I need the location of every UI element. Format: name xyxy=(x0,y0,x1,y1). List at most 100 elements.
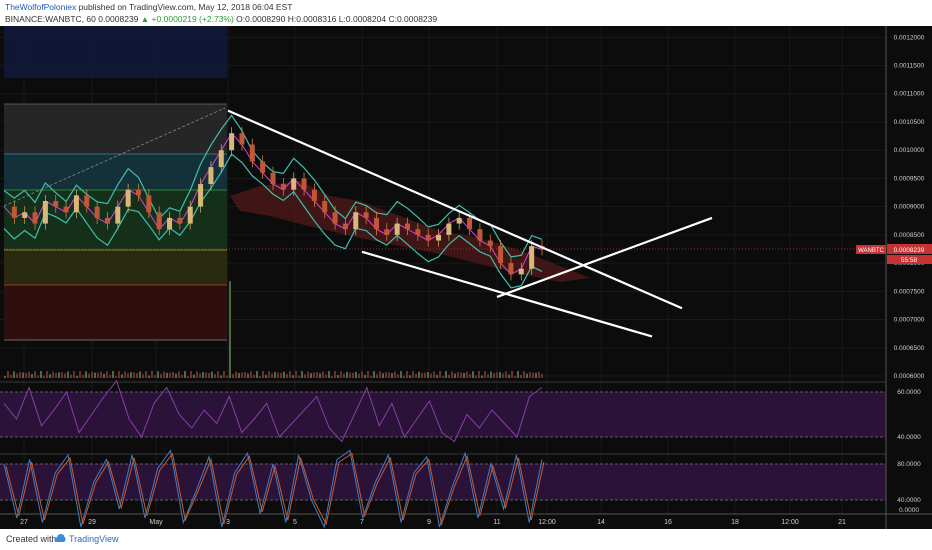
countdown-bg xyxy=(887,255,932,264)
volume-bar xyxy=(70,374,72,378)
volume-bar xyxy=(298,375,300,378)
volume-bar xyxy=(511,371,513,378)
price-axis: 0.0012000 0.0011500 0.0011000 0.0010500 0.00… xyxy=(894,34,925,514)
volume-bar xyxy=(292,375,294,378)
publish-info: published on TradingView.com, May 12, 20… xyxy=(78,2,293,12)
volume-bar xyxy=(19,372,21,378)
time-tick-label: 7 xyxy=(360,519,364,526)
candle xyxy=(239,133,245,145)
volume-bar xyxy=(109,375,111,378)
chart-canvas[interactable]: 0.0012000 0.0011500 0.0011000 0.0010500 0.00… xyxy=(0,26,932,529)
price-tick-label: 0.0009500 xyxy=(894,175,925,182)
rsi-series xyxy=(3,379,543,443)
chart-area[interactable]: 0.0012000 0.0011500 0.0011000 0.0010500 0.00… xyxy=(0,26,932,529)
footer: Created with TradingView xyxy=(0,529,932,550)
time-tick-label: 18 xyxy=(731,519,739,526)
candle xyxy=(136,189,141,196)
volume-bar xyxy=(37,375,39,378)
volume-bar xyxy=(442,375,444,378)
candle xyxy=(436,234,442,241)
candle xyxy=(11,206,17,218)
tradingview-cloud-icon xyxy=(54,534,66,542)
volume-bar xyxy=(331,375,333,378)
volume-bar xyxy=(424,372,426,378)
countdown: 55:58 xyxy=(901,257,918,264)
price-axis-bg xyxy=(887,26,932,529)
volume-bar xyxy=(184,371,186,378)
stoch-series xyxy=(3,449,545,529)
volume-bar xyxy=(379,371,381,378)
volume-bar xyxy=(355,371,357,378)
price-tick-label: 0.0011500 xyxy=(894,63,925,70)
candle xyxy=(467,217,473,230)
volume-bar xyxy=(532,372,534,378)
candle xyxy=(332,212,338,224)
volume-bar xyxy=(310,373,312,378)
volume-bar xyxy=(352,372,354,378)
volume-bar xyxy=(409,375,411,378)
volume-bar xyxy=(337,374,339,378)
candle xyxy=(518,268,524,275)
volume-bar xyxy=(94,372,96,378)
candle xyxy=(373,217,379,230)
volume-bar xyxy=(328,371,330,378)
low-label: L: xyxy=(338,14,346,24)
volume-bar xyxy=(286,373,288,378)
candle xyxy=(394,223,400,235)
candle xyxy=(477,229,483,241)
created-with-label: Created with xyxy=(6,534,57,544)
volume-bar xyxy=(247,373,249,378)
candle xyxy=(353,212,359,230)
volume-bar xyxy=(124,371,126,378)
volume-bar xyxy=(178,371,180,378)
volume-bar xyxy=(13,371,15,378)
volume-bar xyxy=(76,375,78,378)
volume-bar xyxy=(412,371,414,378)
volume-bar xyxy=(322,371,324,378)
volume-bar xyxy=(235,371,237,378)
price-tick-label: 0.0009000 xyxy=(894,204,925,211)
volume-bar xyxy=(445,371,447,378)
time-tick-label: 5 xyxy=(293,519,297,526)
volume-bar xyxy=(58,372,60,378)
volume-bar xyxy=(232,374,234,378)
volume-bar xyxy=(301,371,303,378)
bb-lower xyxy=(3,153,543,289)
candle xyxy=(415,229,421,235)
volume-bar xyxy=(79,371,81,378)
candle xyxy=(208,167,214,185)
candle xyxy=(32,212,38,224)
candle xyxy=(498,246,504,264)
time-tick-label: 12:00 xyxy=(781,519,799,526)
volume-bar xyxy=(46,371,48,378)
volume-bar xyxy=(460,372,462,378)
volume-bar xyxy=(334,371,336,378)
volume-bar xyxy=(466,371,468,378)
time-tick-label: 29 xyxy=(88,519,96,526)
volume-bar xyxy=(370,375,372,378)
publish-line: TheWolfofPoloniex published on TradingVi… xyxy=(5,2,292,12)
volume-bar xyxy=(508,374,510,378)
volume-bar xyxy=(325,374,327,378)
candle xyxy=(156,212,162,230)
volume-bar xyxy=(394,371,396,378)
price-tick-label: 0.0012000 xyxy=(894,34,925,41)
author-link[interactable]: TheWolfofPoloniex xyxy=(5,2,77,12)
volume-bar xyxy=(160,373,162,378)
volume-bar xyxy=(427,371,429,378)
price-tick-label: 0.0007500 xyxy=(894,288,925,295)
tradingview-brand[interactable]: TradingView xyxy=(69,534,119,544)
time-tick-label: 11 xyxy=(493,519,500,526)
volume-bar xyxy=(7,371,9,378)
volume-bar xyxy=(172,371,174,378)
stoch-tick-label: 40.0000 xyxy=(897,497,921,504)
price-tag-value-bg xyxy=(887,244,932,254)
high-value: 0.0008316 xyxy=(296,14,337,24)
candle xyxy=(425,234,431,241)
volume-bar xyxy=(52,371,54,378)
volume-bar xyxy=(163,371,165,378)
volume-bar xyxy=(85,371,87,378)
volume-bar xyxy=(73,371,75,378)
volume-bar xyxy=(274,371,276,378)
high-label: H: xyxy=(287,14,297,24)
